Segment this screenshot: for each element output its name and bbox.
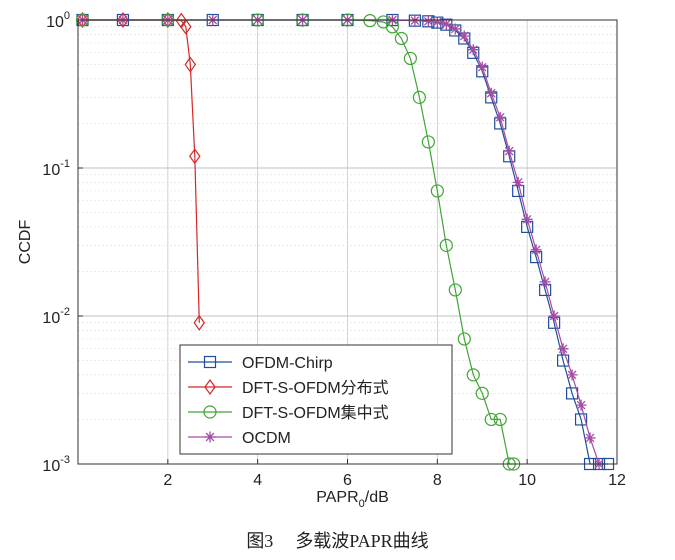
data-point	[548, 310, 560, 322]
data-point	[521, 213, 533, 225]
data-point	[421, 135, 435, 149]
data-point	[584, 432, 596, 444]
legend-entry: DFT-S-OFDM分布式	[188, 378, 389, 397]
data-point	[476, 61, 488, 73]
axis-ticks: 2 4 6 8 10 12 100 10-1 10-2 10-3	[42, 10, 626, 489]
legend-label: DFT-S-OFDM分布式	[242, 379, 389, 397]
data-point	[394, 31, 408, 46]
data-point	[162, 11, 174, 29]
data-point	[566, 369, 578, 381]
x-axis-label-main: PAPR	[316, 489, 358, 506]
x-axis-label-unit: /dB	[365, 489, 389, 506]
data-point	[494, 111, 506, 123]
data-point	[467, 44, 479, 56]
data-point	[449, 23, 461, 35]
legend-marker	[203, 355, 217, 369]
y-tick-label: 10-2	[42, 306, 70, 327]
x-axis-label-subscript: 0	[359, 498, 365, 510]
grid-lines	[78, 20, 617, 464]
data-point	[440, 18, 452, 30]
data-point	[458, 30, 470, 42]
x-tick-label: 4	[253, 472, 262, 489]
data-point	[117, 11, 129, 29]
data-point	[493, 412, 507, 427]
data-point	[412, 90, 426, 104]
legend: OFDM-Chirp DFT-S-OFDM分布式 DFT-S-OFDM集中式 OCDM	[179, 344, 453, 455]
data-point	[512, 176, 524, 188]
data-point	[457, 332, 471, 346]
data-point	[466, 368, 480, 382]
data-point	[184, 56, 197, 73]
y-tick-label: 100	[46, 10, 70, 31]
x-tick-label: 2	[163, 472, 172, 489]
data-point	[575, 399, 587, 411]
data-point	[439, 238, 453, 252]
legend-marker	[204, 378, 216, 396]
data-point	[503, 145, 515, 157]
data-point	[574, 413, 588, 426]
figure-caption: 图3 多载波PAPR曲线	[0, 527, 675, 553]
data-point	[448, 283, 462, 297]
data-point	[193, 314, 206, 331]
y-tick-label: 10-3	[42, 454, 70, 475]
legend-marker	[204, 431, 216, 443]
y-axis-label: CCDF	[17, 220, 34, 265]
x-tick-label: 6	[343, 472, 352, 489]
data-point	[484, 412, 498, 427]
x-tick-label: 10	[518, 472, 536, 489]
data-point	[557, 343, 569, 355]
x-axis-label: PAPR0/dB	[316, 489, 389, 510]
data-point	[363, 14, 377, 28]
data-point	[485, 87, 497, 99]
legend-entry: OFDM-Chirp	[188, 355, 333, 372]
data-point	[403, 51, 417, 66]
caption-title: 多载波PAPR曲线	[295, 531, 429, 551]
legend-entry: OCDM	[188, 430, 291, 447]
data-point	[556, 354, 570, 367]
legend-entry: DFT-S-OFDM集中式	[188, 404, 389, 422]
x-tick-label: 12	[608, 472, 626, 489]
data-point	[189, 148, 201, 165]
data-point	[431, 16, 443, 28]
x-tick-label: 8	[433, 472, 442, 489]
legend-label: OFDM-Chirp	[242, 355, 333, 372]
legend-label: OCDM	[242, 430, 291, 447]
data-point	[409, 15, 421, 27]
data-point	[539, 276, 551, 288]
legend-box	[179, 344, 453, 455]
data-point	[76, 11, 89, 29]
data-point	[430, 184, 444, 198]
data-point	[422, 15, 434, 27]
legend-label: DFT-S-OFDM集中式	[242, 404, 389, 422]
y-tick-label: 10-1	[42, 158, 70, 179]
legend-marker	[203, 405, 217, 419]
caption-number: 图3	[246, 531, 274, 551]
data-point	[530, 244, 542, 256]
data-point	[180, 18, 192, 35]
data-point	[475, 386, 489, 400]
